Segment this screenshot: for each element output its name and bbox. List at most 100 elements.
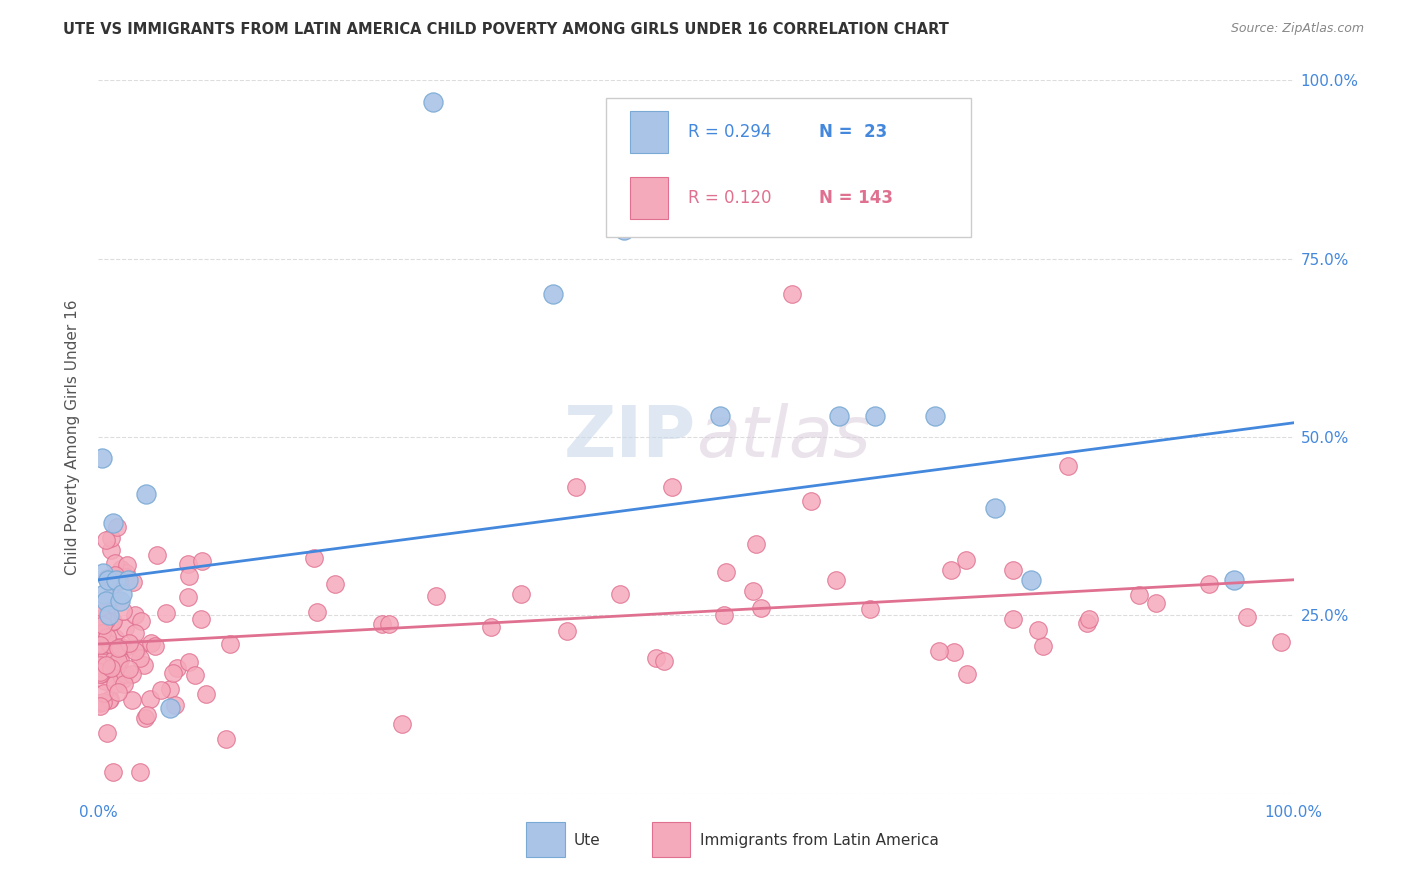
Point xyxy=(1223,573,1246,587)
Point xyxy=(1002,612,1025,626)
Point xyxy=(100,532,122,546)
Point xyxy=(138,692,160,706)
Point xyxy=(127,641,149,656)
Point xyxy=(98,692,121,706)
Point xyxy=(89,699,111,714)
Point xyxy=(111,587,134,601)
Point xyxy=(96,657,118,672)
Point xyxy=(100,589,122,603)
Text: ZIP: ZIP xyxy=(564,402,696,472)
Point xyxy=(190,611,212,625)
Point xyxy=(984,501,1007,516)
Point xyxy=(865,409,887,423)
Point xyxy=(89,638,111,652)
Point xyxy=(112,603,135,617)
Point xyxy=(129,614,152,628)
Point xyxy=(124,644,146,658)
Point xyxy=(117,573,139,587)
Point xyxy=(136,708,159,723)
Point xyxy=(1019,573,1042,587)
Point xyxy=(100,615,122,629)
Point xyxy=(1198,576,1220,591)
Point xyxy=(177,590,200,604)
Point xyxy=(91,626,114,640)
Point xyxy=(1077,612,1099,626)
Point xyxy=(745,537,768,551)
Point xyxy=(103,651,125,665)
Point xyxy=(194,687,217,701)
Point xyxy=(90,599,112,614)
Point xyxy=(132,657,155,672)
Point xyxy=(90,667,112,681)
Point xyxy=(134,710,156,724)
Point xyxy=(96,571,118,585)
Point xyxy=(112,641,135,656)
Point xyxy=(391,716,413,731)
Point xyxy=(323,576,346,591)
Point xyxy=(177,558,200,572)
Point xyxy=(101,614,124,628)
Point xyxy=(91,451,114,466)
Text: R = 0.294: R = 0.294 xyxy=(688,123,770,141)
Point xyxy=(94,594,117,608)
Point xyxy=(98,608,121,623)
Point xyxy=(118,662,141,676)
Point xyxy=(89,696,111,710)
Point xyxy=(98,636,121,650)
Point xyxy=(115,558,138,573)
Point xyxy=(110,561,132,575)
Point xyxy=(155,606,177,620)
FancyBboxPatch shape xyxy=(652,822,690,857)
FancyBboxPatch shape xyxy=(526,822,565,857)
Point xyxy=(91,611,114,625)
Point xyxy=(955,667,977,681)
Point xyxy=(93,587,115,601)
Point xyxy=(146,548,169,562)
Point xyxy=(219,637,242,651)
Point xyxy=(114,621,136,635)
Point xyxy=(107,685,129,699)
Point xyxy=(96,726,118,740)
Point xyxy=(89,622,111,636)
Point xyxy=(104,567,127,582)
Point xyxy=(481,620,503,634)
Point xyxy=(307,605,329,619)
Point xyxy=(100,661,122,675)
Point xyxy=(105,657,128,672)
Point xyxy=(425,589,447,603)
Point xyxy=(89,613,111,627)
Point xyxy=(115,570,138,584)
Point xyxy=(93,686,115,700)
Point xyxy=(135,487,157,501)
Point xyxy=(661,480,683,494)
Text: N =  23: N = 23 xyxy=(820,123,887,141)
Point xyxy=(124,626,146,640)
Text: Ute: Ute xyxy=(574,833,600,847)
Point xyxy=(101,516,124,530)
Point xyxy=(96,651,118,665)
Point xyxy=(1028,623,1050,637)
Point xyxy=(124,608,146,623)
Point xyxy=(117,636,139,650)
Point xyxy=(159,701,181,715)
Point xyxy=(1002,563,1025,577)
Point xyxy=(939,564,962,578)
Point xyxy=(609,587,631,601)
Point xyxy=(108,594,131,608)
Point xyxy=(159,681,181,696)
Point xyxy=(108,574,131,588)
Point xyxy=(422,95,444,109)
Point xyxy=(184,667,207,681)
Point xyxy=(91,695,114,709)
Point xyxy=(100,543,122,558)
Text: atlas: atlas xyxy=(696,402,870,472)
Point xyxy=(143,639,166,653)
Point xyxy=(191,554,214,568)
Point xyxy=(1128,588,1150,602)
Point xyxy=(565,480,588,494)
Y-axis label: Child Poverty Among Girls Under 16: Child Poverty Among Girls Under 16 xyxy=(65,300,80,574)
Point xyxy=(94,673,117,688)
Point xyxy=(942,645,965,659)
Point xyxy=(97,693,120,707)
Point xyxy=(104,556,127,570)
